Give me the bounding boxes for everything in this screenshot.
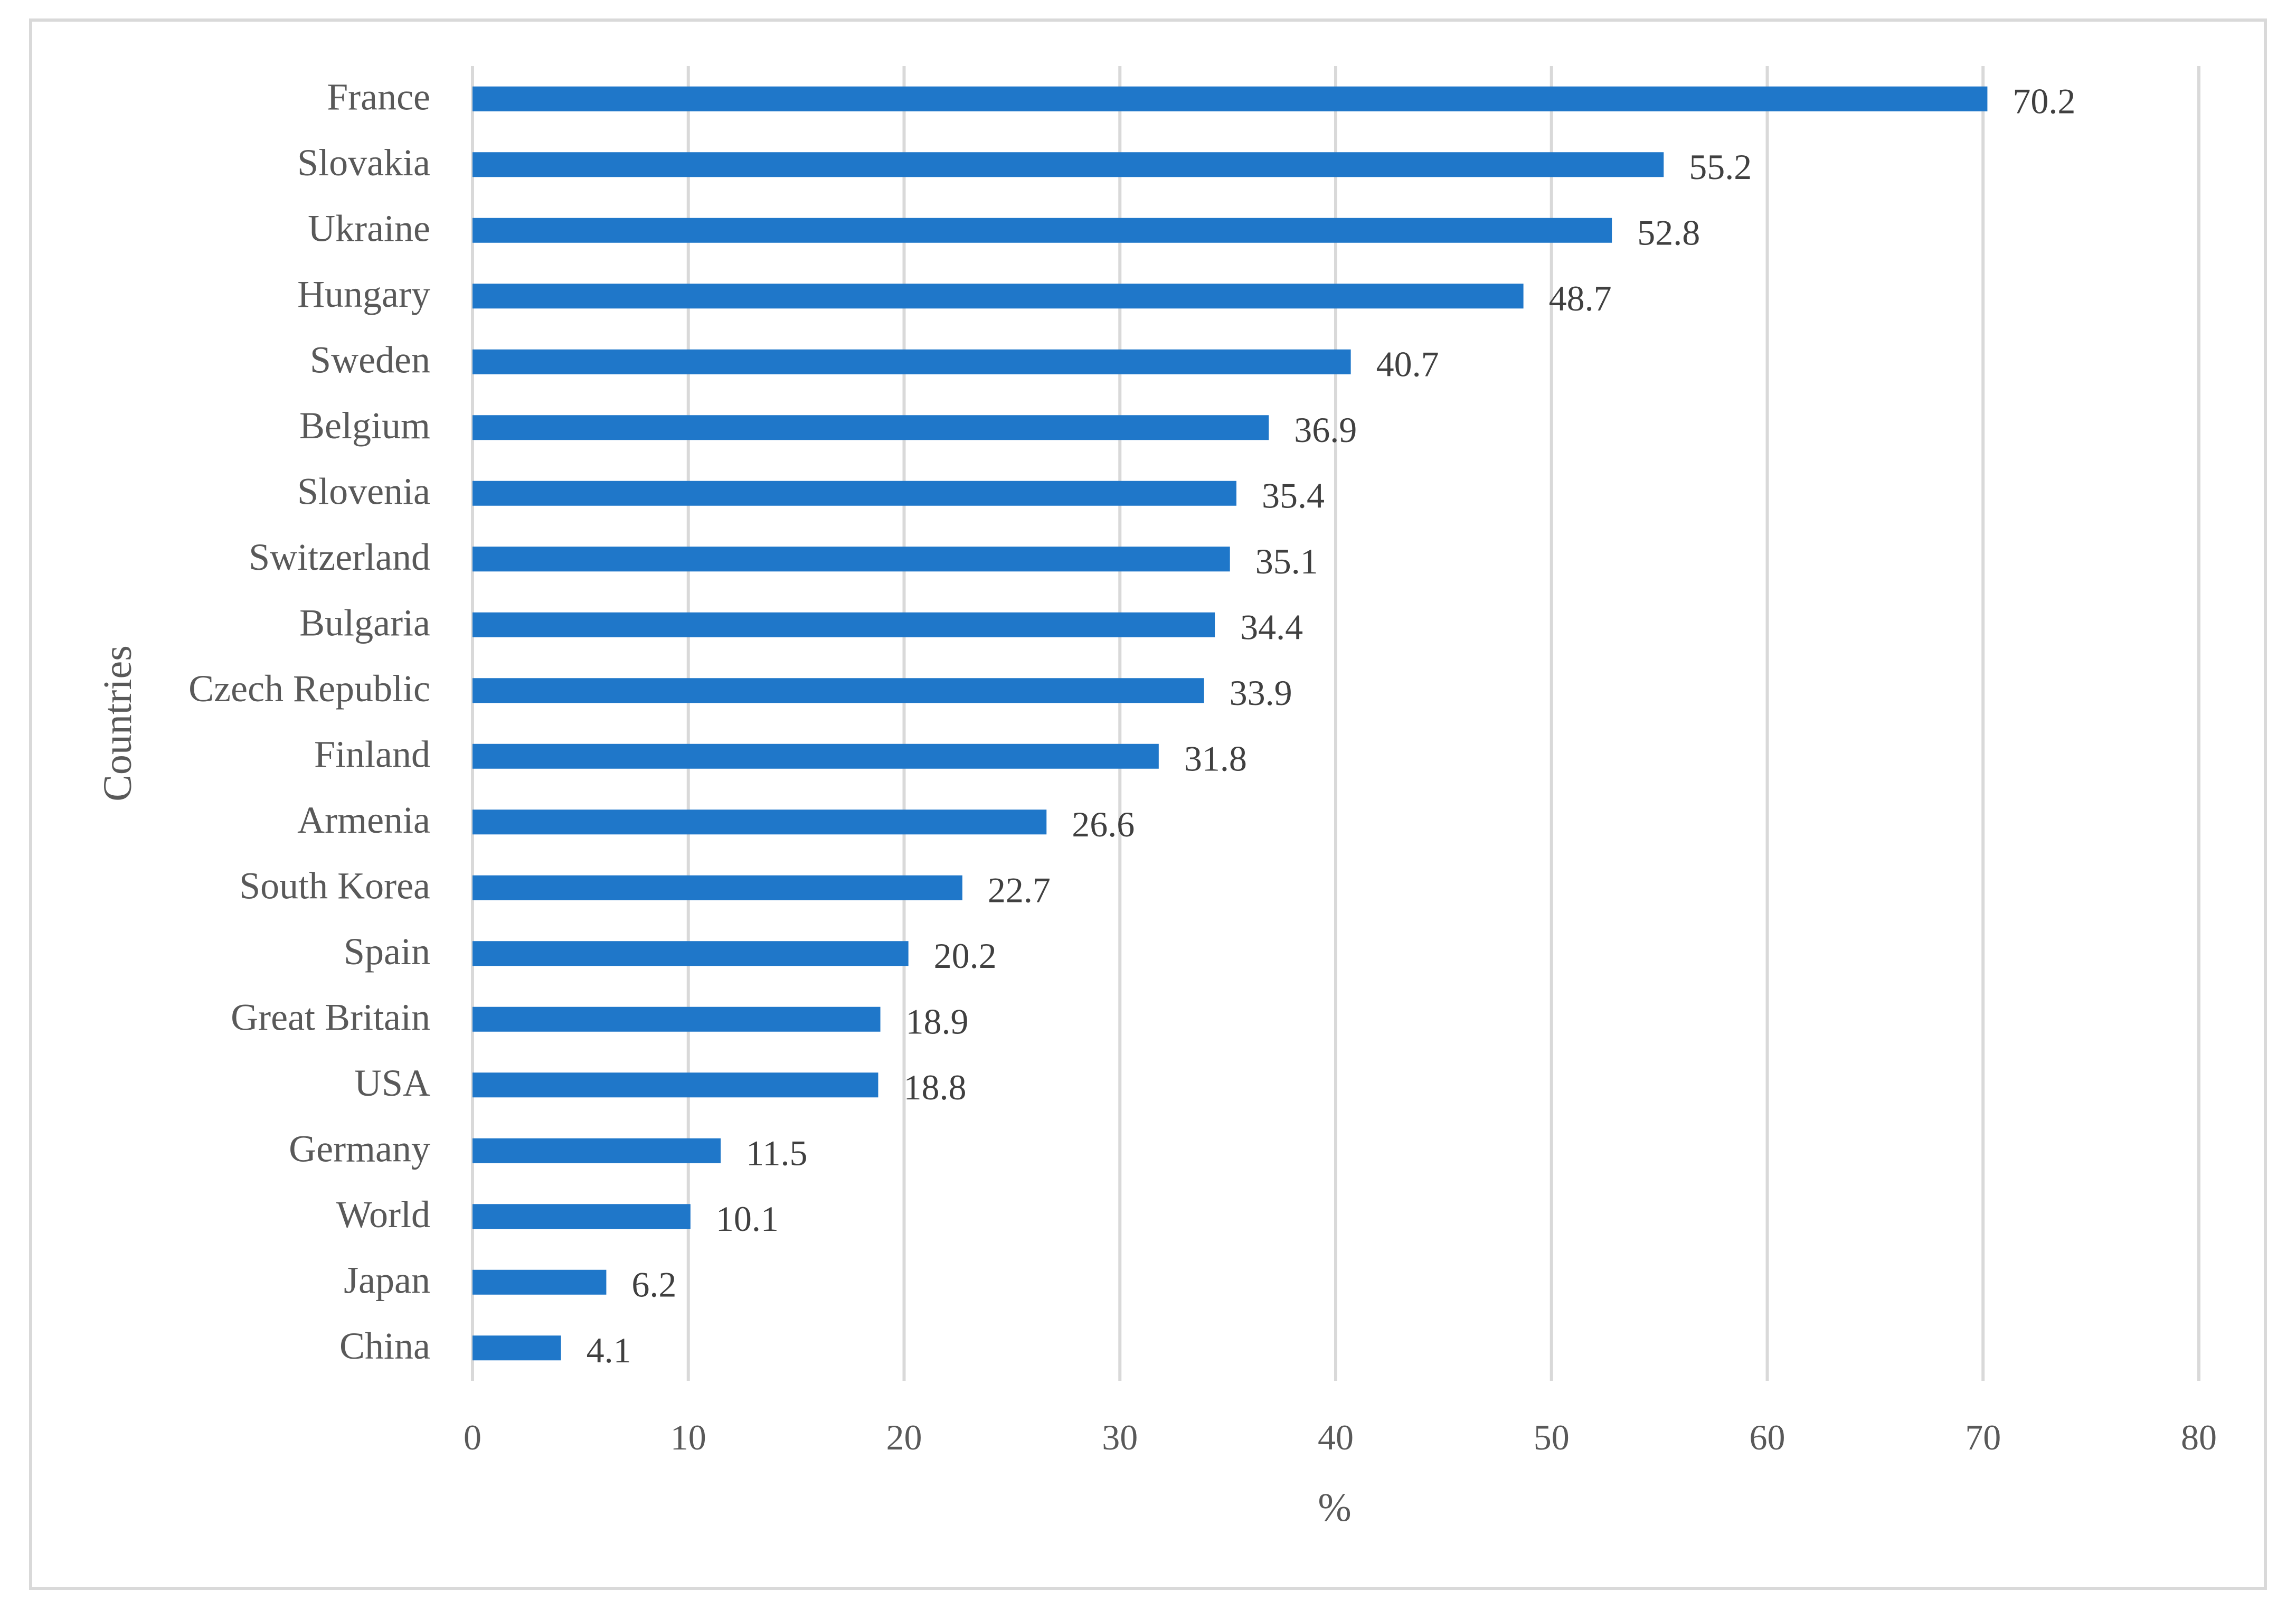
data-label: 10.1 <box>716 1199 779 1239</box>
bar-ukraine <box>473 218 1612 243</box>
x-tick-label: 80 <box>2181 1417 2217 1457</box>
data-label: 31.8 <box>1184 738 1247 778</box>
x-tick-label: 10 <box>670 1417 706 1457</box>
category-label: Sweden <box>310 338 430 381</box>
data-label: 20.2 <box>934 936 997 976</box>
category-label: South Korea <box>239 864 430 907</box>
bar-switzerland <box>473 547 1230 572</box>
labels: 0 10 20 30 40 50 60 70 80 France 70.2 Slovakia 55.2 U… <box>188 76 2217 1457</box>
category-label: Belgium <box>299 404 430 447</box>
category-label: USA <box>354 1062 430 1104</box>
y-axis-title: Countries <box>96 645 140 802</box>
category-label: Ukraine <box>308 207 430 249</box>
x-tick-label: 20 <box>886 1417 922 1457</box>
bar-france <box>473 86 1988 111</box>
data-label: 6.2 <box>631 1264 676 1304</box>
data-label: 70.2 <box>2012 81 2075 121</box>
bar-slovenia <box>473 481 1236 506</box>
gridlines <box>471 66 2200 1381</box>
x-tick-label: 70 <box>1965 1417 2001 1457</box>
data-label: 36.9 <box>1294 410 1357 450</box>
bar-slovakia <box>473 152 1664 177</box>
category-label: Armenia <box>297 799 430 841</box>
data-label: 4.1 <box>587 1330 631 1370</box>
data-label: 18.8 <box>903 1067 966 1107</box>
x-axis-title: % <box>1318 1485 1351 1530</box>
x-tick-label: 30 <box>1102 1417 1138 1457</box>
data-label: 52.8 <box>1637 212 1700 252</box>
chart-frame <box>29 18 2267 1590</box>
category-label: France <box>327 76 430 118</box>
data-label: 35.1 <box>1255 541 1318 581</box>
data-label: 33.9 <box>1230 673 1292 713</box>
data-label: 22.7 <box>988 870 1051 910</box>
x-tick-label: 50 <box>1534 1417 1570 1457</box>
data-label: 26.6 <box>1072 804 1135 844</box>
data-label: 55.2 <box>1689 147 1752 187</box>
x-tick-label: 40 <box>1318 1417 1354 1457</box>
bar-belgium <box>473 415 1269 440</box>
category-label: Finland <box>314 733 430 775</box>
category-label: Bulgaria <box>299 601 430 644</box>
category-label: Japan <box>344 1259 430 1301</box>
bar-great-britain <box>473 1006 881 1032</box>
data-label: 18.9 <box>906 1001 969 1041</box>
bar-spain <box>473 941 909 966</box>
bar-world <box>473 1204 691 1229</box>
category-label: Spain <box>344 930 430 973</box>
bar-germany <box>473 1138 721 1163</box>
bar-south-korea <box>473 875 962 900</box>
category-label: Great Britain <box>231 996 430 1038</box>
data-label: 35.4 <box>1262 475 1325 515</box>
category-label: Slovakia <box>297 142 430 184</box>
category-label: Czech Republic <box>188 667 430 710</box>
data-label: 34.4 <box>1240 607 1303 647</box>
data-label: 11.5 <box>746 1133 807 1173</box>
bar-hungary <box>473 284 1524 309</box>
bar-japan <box>473 1269 607 1295</box>
bar-finland <box>473 743 1159 769</box>
bar-bulgaria <box>473 612 1215 637</box>
bars <box>473 86 1988 1361</box>
bar-china <box>473 1335 561 1361</box>
category-label: Germany <box>289 1127 430 1170</box>
bar-sweden <box>473 349 1351 374</box>
bar-armenia <box>473 809 1047 835</box>
category-label: Hungary <box>297 273 430 315</box>
x-tick-label: 0 <box>464 1417 481 1457</box>
category-label: Slovenia <box>297 470 430 512</box>
category-label: World <box>336 1193 430 1236</box>
category-label: Switzerland <box>249 536 430 578</box>
bar-usa <box>473 1072 878 1098</box>
category-label: China <box>339 1325 430 1367</box>
data-label: 40.7 <box>1376 344 1439 384</box>
bar-czech-republic <box>473 678 1204 703</box>
data-label: 48.7 <box>1549 278 1612 318</box>
x-tick-label: 60 <box>1750 1417 1785 1457</box>
